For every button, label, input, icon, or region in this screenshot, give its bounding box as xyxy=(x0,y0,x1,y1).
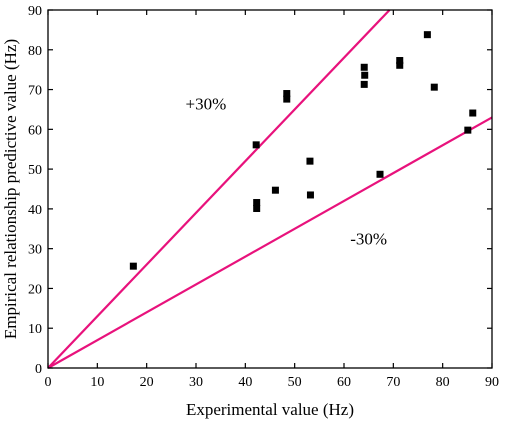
plot-frame xyxy=(47,9,493,369)
data-point xyxy=(306,191,314,199)
annotations: +30% -30% xyxy=(185,94,387,248)
x-tick-label: 10 xyxy=(90,375,104,390)
y-tick-label: 70 xyxy=(28,84,42,99)
data-point xyxy=(253,204,261,212)
reference-line-label-2: -30% xyxy=(350,230,387,249)
y-axis-label: Empirical relationship predictive value … xyxy=(1,39,20,339)
y-tick-label: 60 xyxy=(28,123,42,138)
data-point xyxy=(253,199,261,207)
y-tick-label: 20 xyxy=(28,282,42,297)
x-tick-label: 90 xyxy=(485,375,499,390)
data-point xyxy=(423,31,431,39)
data-point xyxy=(469,109,477,117)
x-tick-label: 70 xyxy=(386,375,400,390)
y-tick-label: 80 xyxy=(28,44,42,59)
data-point xyxy=(360,80,368,88)
data-point xyxy=(129,262,137,270)
reference-line-label-1: +30% xyxy=(185,94,226,113)
x-tick-label: 40 xyxy=(238,375,252,390)
data-point xyxy=(360,63,368,71)
data-point xyxy=(361,71,369,79)
y-tick-label: 90 xyxy=(28,4,42,19)
axis-ticks: 0 10 20 30 40 50 60 70 80 90 0 10 20 30 40 50 60 70 80 90 xyxy=(28,4,499,390)
data-point xyxy=(306,157,314,165)
y-tick-label: 30 xyxy=(28,243,42,258)
x-tick-label: 20 xyxy=(140,375,154,390)
y-tick-label: 50 xyxy=(28,163,42,178)
data-point xyxy=(430,83,438,91)
data-point xyxy=(271,186,279,194)
x-axis-label: Experimental value (Hz) xyxy=(186,400,354,419)
data-point xyxy=(283,90,291,98)
reference-line-1 xyxy=(47,9,391,369)
x-tick-label: 30 xyxy=(189,375,203,390)
data-point xyxy=(252,141,260,149)
x-tick-label: 60 xyxy=(337,375,351,390)
x-tick-label: 50 xyxy=(288,375,302,390)
data-point xyxy=(396,57,404,65)
data-point xyxy=(464,126,472,134)
reference-line-2 xyxy=(47,116,493,369)
y-tick-label: 0 xyxy=(35,362,42,377)
data-points xyxy=(129,31,477,270)
x-tick-label: 80 xyxy=(436,375,450,390)
data-point xyxy=(396,61,404,69)
data-point xyxy=(283,95,291,103)
data-point xyxy=(376,170,384,178)
x-tick-label: 0 xyxy=(45,375,52,390)
reference-lines xyxy=(47,9,493,369)
y-tick-label: 10 xyxy=(28,322,42,337)
y-tick-label: 40 xyxy=(28,203,42,218)
